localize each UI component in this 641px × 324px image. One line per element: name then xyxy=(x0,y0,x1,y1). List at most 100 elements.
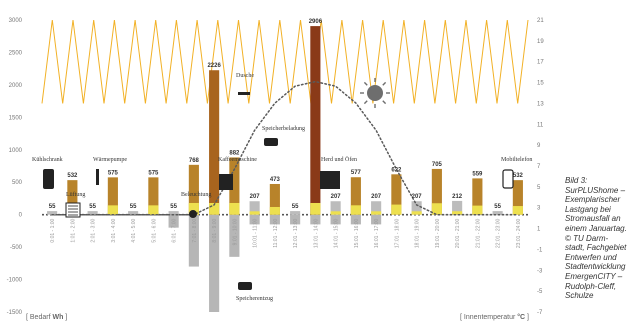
left-axis-label-unit: Wh xyxy=(52,314,63,321)
negative-bar xyxy=(188,214,199,267)
value-label: 207 xyxy=(250,194,261,200)
coffee-machine-icon xyxy=(219,174,233,190)
caption-line: Exemplarischer xyxy=(565,195,621,205)
demand-bar xyxy=(330,201,341,215)
x-tick-label: 2:01 - 3:00 xyxy=(91,218,97,242)
appliance-label: Speicherbeladung xyxy=(262,126,305,132)
caption-line: einem Januartag. xyxy=(565,223,627,233)
negative-bar xyxy=(290,214,301,225)
x-tick-label: 18:01 - 19:00 xyxy=(415,218,421,248)
sun-ray-icon xyxy=(382,81,387,86)
left-axis-label-close: ] xyxy=(63,314,67,321)
phone-icon xyxy=(502,169,514,189)
value-label: 207 xyxy=(331,194,342,200)
value-label: 55 xyxy=(130,204,137,210)
value-label: 55 xyxy=(494,204,501,210)
appliance-icons xyxy=(43,92,514,290)
caption-line: Entwerfen und xyxy=(565,252,617,262)
demand-bar xyxy=(188,164,199,215)
demand-bar xyxy=(512,180,523,215)
x-tick-label: 7:01 - 8:00 xyxy=(192,218,198,242)
yellow-segment xyxy=(107,205,118,215)
right-axis-label-unit: °C xyxy=(517,313,525,321)
right-tick-label: 19 xyxy=(537,39,544,45)
demand-bar xyxy=(168,211,179,215)
left-tick-label: 1000 xyxy=(9,148,23,154)
car-charging-icon xyxy=(264,138,278,146)
appliance-label: Dusche xyxy=(236,73,254,79)
left-axis-label-text: [ Bedarf xyxy=(26,314,52,321)
left-axis-label: [ Bedarf Wh ] xyxy=(26,314,67,321)
negative-bar xyxy=(350,214,361,225)
caption-line: stadt, Fachgebiet xyxy=(565,243,627,253)
right-tick-label: 21 xyxy=(537,18,544,24)
value-label: 559 xyxy=(472,171,483,177)
left-axis: 3000 2500 2000 1500 1000 500 0 -500 -1000 -1500 xyxy=(7,18,23,316)
sun-icon xyxy=(367,85,383,101)
x-tick-label: 5:01 - 6:00 xyxy=(151,218,157,242)
right-tick-label: -5 xyxy=(537,289,543,295)
negative-bar xyxy=(269,214,280,225)
yellow-segment xyxy=(472,205,483,215)
x-tick-labels: 0:01 - 1:00 1:01 - 2:00 2:01 - 3:00 3:01 - … xyxy=(50,218,522,248)
sun-ray-icon xyxy=(363,100,368,105)
right-axis: 21 19 17 15 13 11 9 7 5 3 1 -1 -3 -5 -7 xyxy=(537,18,544,316)
demand-bar xyxy=(391,174,402,215)
yellow-segment xyxy=(229,202,240,215)
caption-line: Stadtentwicklung xyxy=(565,262,626,272)
yellow-segment xyxy=(431,203,442,215)
left-tick-label: -500 xyxy=(10,245,23,251)
value-label: 2906 xyxy=(309,19,323,25)
right-tick-label: 15 xyxy=(537,81,544,87)
demand-bar xyxy=(452,200,463,215)
solar-polyline xyxy=(51,80,519,216)
left-tick-label: 1500 xyxy=(9,115,23,121)
appliance-label: Mobiltelefon xyxy=(501,156,532,163)
demand-bar xyxy=(229,157,240,215)
yellow-segment xyxy=(411,211,422,215)
demand-bar xyxy=(310,26,321,215)
x-tick-label: 6:01 - 7:00 xyxy=(172,218,178,242)
demand-bar xyxy=(290,211,301,215)
caption-line: Bild 3: xyxy=(565,176,588,185)
fridge-icon xyxy=(43,169,54,189)
appliance-labels: Kühlschrank Lüftung Wärmepumpe Beleuchtung K… xyxy=(32,73,532,302)
value-label: 212 xyxy=(452,194,463,200)
negative-bar xyxy=(249,214,260,225)
demand-bar xyxy=(371,201,382,215)
appliance-label: Wärmepumpe xyxy=(93,157,127,163)
demand-bar xyxy=(269,183,280,215)
caption-line: EmergenCITY – xyxy=(565,271,623,281)
caption-line: Schulze xyxy=(565,291,594,301)
left-tick-label: -1500 xyxy=(7,310,23,316)
demand-bar xyxy=(107,177,118,215)
value-label: 55 xyxy=(170,204,177,210)
right-tick-label: 9 xyxy=(537,143,541,149)
negative-bar xyxy=(229,214,240,257)
demand-bar xyxy=(47,211,58,215)
x-tick-label: 16:01 - 17:00 xyxy=(374,218,380,248)
yellow-segment xyxy=(452,211,463,215)
x-tick-label: 13:01 - 14:00 xyxy=(313,218,319,248)
oven-icon xyxy=(320,171,340,189)
yellow-segment xyxy=(209,202,220,215)
demand-bar xyxy=(128,211,139,215)
appliance-label: Herd und Öfen xyxy=(321,156,357,163)
negative-bar xyxy=(371,214,382,225)
value-label: 768 xyxy=(189,158,200,164)
right-axis-label: [ Innentemperatur °C ] xyxy=(460,313,529,321)
yellow-segment xyxy=(249,211,260,215)
x-tick-label: 8:01 - 9:00 xyxy=(212,218,218,242)
right-tick-label: 3 xyxy=(537,206,541,212)
ventilation-icon xyxy=(65,202,81,218)
value-label: 577 xyxy=(351,170,362,176)
value-label: 575 xyxy=(148,170,159,176)
demand-bar xyxy=(249,201,260,215)
x-tick-label: 4:01 - 5:00 xyxy=(131,218,137,242)
yellow-segment xyxy=(350,205,361,215)
yellow-segment xyxy=(269,206,280,215)
appliance-label: Kaffeemaschine xyxy=(218,156,257,163)
value-label: 207 xyxy=(371,194,382,200)
bars xyxy=(47,26,523,312)
